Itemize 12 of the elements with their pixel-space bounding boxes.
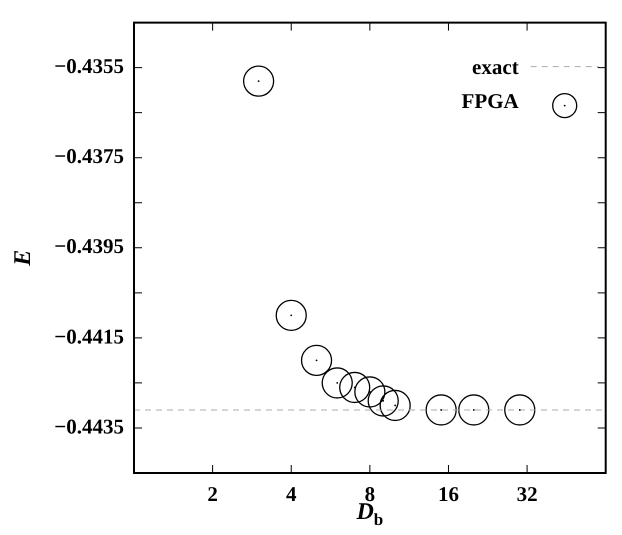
- x-tick-label: 4: [286, 482, 297, 506]
- x-tick-label: 32: [516, 482, 538, 506]
- x-tick-label: 2: [207, 482, 218, 506]
- y-tick-label: −0.4355: [54, 54, 124, 78]
- y-tick-label: −0.4415: [54, 324, 124, 348]
- y-axis-title: E: [10, 250, 36, 267]
- x-tick-label: 16: [438, 482, 459, 506]
- y-tick-label: −0.4435: [54, 414, 124, 438]
- legend-label: FPGA: [462, 89, 520, 114]
- legend-label: exact: [472, 55, 519, 80]
- y-tick-label: −0.4395: [54, 234, 124, 258]
- y-tick-label: −0.4375: [54, 144, 124, 168]
